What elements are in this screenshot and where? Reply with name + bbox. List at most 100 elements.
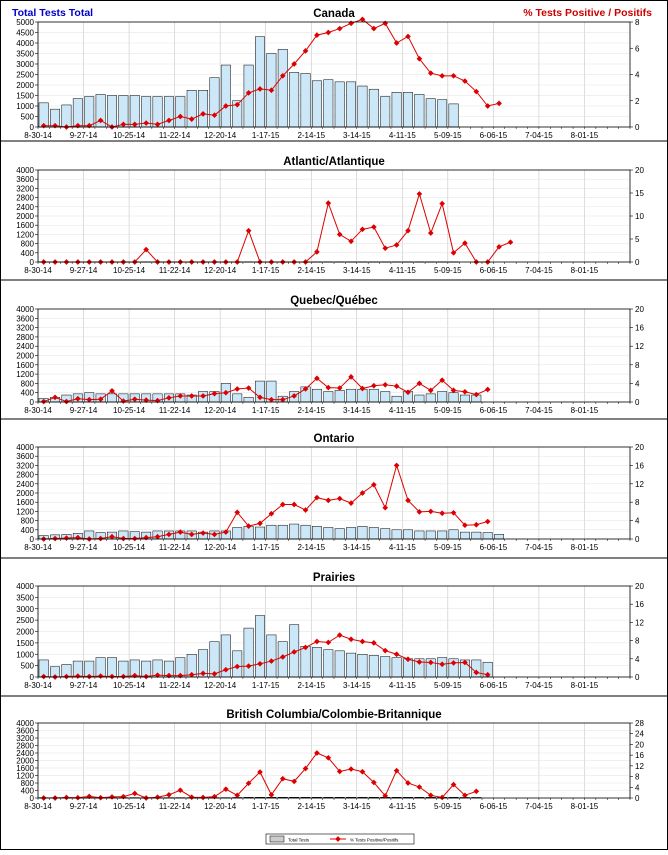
tick-label-x: 3-14-15 [343,266,371,275]
tick-label-left: 4000 [16,443,34,452]
tick-label-left: 1600 [16,221,34,230]
tick-label-right: 28 [635,719,644,728]
tick-label-x: 8-30-14 [24,681,52,690]
tick-label-left: 1200 [16,772,34,781]
point-pct-positive [427,508,434,515]
point-pct-positive [371,382,377,389]
bar-total-tests [311,388,322,403]
point-pct-positive [359,385,366,392]
point-pct-positive [52,535,58,542]
panel-6: British Columbia/Colombie-Britannique040… [16,709,644,811]
tick-label-x: 9-27-14 [70,802,98,811]
bar-total-tests [334,390,345,403]
tick-label-x: 3-14-15 [343,131,371,140]
tick-label-left: 0 [30,398,35,407]
tick-label-x: 8-30-14 [24,543,52,552]
point-pct-positive [245,663,252,669]
bar-total-tests [448,529,459,540]
tick-label-x: 6-06-15 [480,802,508,811]
tick-label-left: 400 [21,249,35,258]
bar-total-tests [414,530,425,540]
point-pct-positive [484,671,491,678]
bar-total-tests [391,529,402,540]
point-pct-positive [268,396,275,403]
point-pct-positive [86,673,93,680]
tick-label-left: 2400 [16,749,34,758]
tick-label-right: 12 [635,762,644,771]
tick-label-left: 500 [21,113,35,122]
tick-label-x: 5-09-15 [434,543,462,552]
tick-label-right: 0 [635,535,640,544]
point-pct-positive [450,509,457,516]
panel-title: Prairies [313,572,355,584]
point-pct-positive [268,791,275,798]
bar-total-tests [437,657,448,678]
point-pct-positive [234,509,241,516]
point-pct-positive [200,393,206,399]
tick-label-left: 3500 [16,50,34,59]
tick-label-right: 4 [635,517,640,526]
point-pct-positive [405,497,411,504]
point-pct-positive [143,120,149,126]
bar-total-tests [175,96,186,128]
tick-label-x: 2-14-15 [297,543,325,552]
tick-label-right: 12 [635,618,644,627]
point-pct-positive [393,767,400,774]
point-pct-positive [200,670,206,677]
point-pct-positive [109,673,115,680]
point-pct-positive [371,224,377,230]
point-pct-positive [131,396,138,403]
bar-total-tests [414,94,425,128]
point-pct-positive [257,520,263,527]
tick-label-x: 6-06-15 [480,543,508,552]
tick-label-left: 3000 [16,60,34,69]
point-pct-positive [405,780,411,786]
point-pct-positive [268,87,275,94]
point-pct-positive [154,533,161,540]
tick-label-x: 12-20-14 [204,131,237,140]
bar-total-tests [277,49,288,128]
tick-label-left: 0 [30,673,35,682]
bar-total-tests [425,393,436,403]
tick-label-left: 4000 [16,39,34,48]
tick-label-left: 5000 [16,18,34,27]
tick-label-x: 6-06-15 [480,406,508,415]
point-pct-positive [484,518,491,525]
tick-label-left: 1000 [16,102,34,111]
point-pct-positive [359,16,366,23]
point-pct-positive [496,243,502,250]
tick-label-x: 8-01-15 [571,802,599,811]
panel-4: Ontario040080012001600200024002800320036… [16,433,644,552]
tick-label-right: 20 [635,582,644,591]
tick-label-left: 0 [30,258,35,267]
point-pct-positive [234,792,241,799]
tick-label-left: 1500 [16,639,34,648]
point-pct-positive [405,656,411,663]
point-pct-positive [336,385,343,391]
point-pct-positive [166,531,172,538]
tick-label-left: 2400 [16,203,34,212]
point-pct-positive [393,242,400,248]
point-pct-positive [427,70,434,77]
point-pct-positive [200,530,206,536]
bar-total-tests [289,523,300,540]
point-pct-positive [348,238,354,245]
tick-label-x: 10-25-14 [113,131,146,140]
bar-total-tests [300,524,311,540]
point-pct-positive [291,649,297,655]
tick-label-left: 4500 [16,29,34,38]
point-pct-positive [439,72,445,79]
point-pct-positive [302,386,309,392]
line-pct-positive [43,634,488,678]
bar-total-tests [311,526,322,540]
point-pct-positive [223,666,229,673]
point-pct-positive [63,794,70,801]
bar-total-tests [334,528,345,540]
point-pct-positive [462,240,468,246]
point-pct-positive [473,521,480,528]
bar-total-tests [232,393,243,403]
tick-label-x: 4-11-15 [389,543,417,552]
bar-total-tests [437,99,448,128]
tick-label-x: 11-22-14 [159,131,191,140]
